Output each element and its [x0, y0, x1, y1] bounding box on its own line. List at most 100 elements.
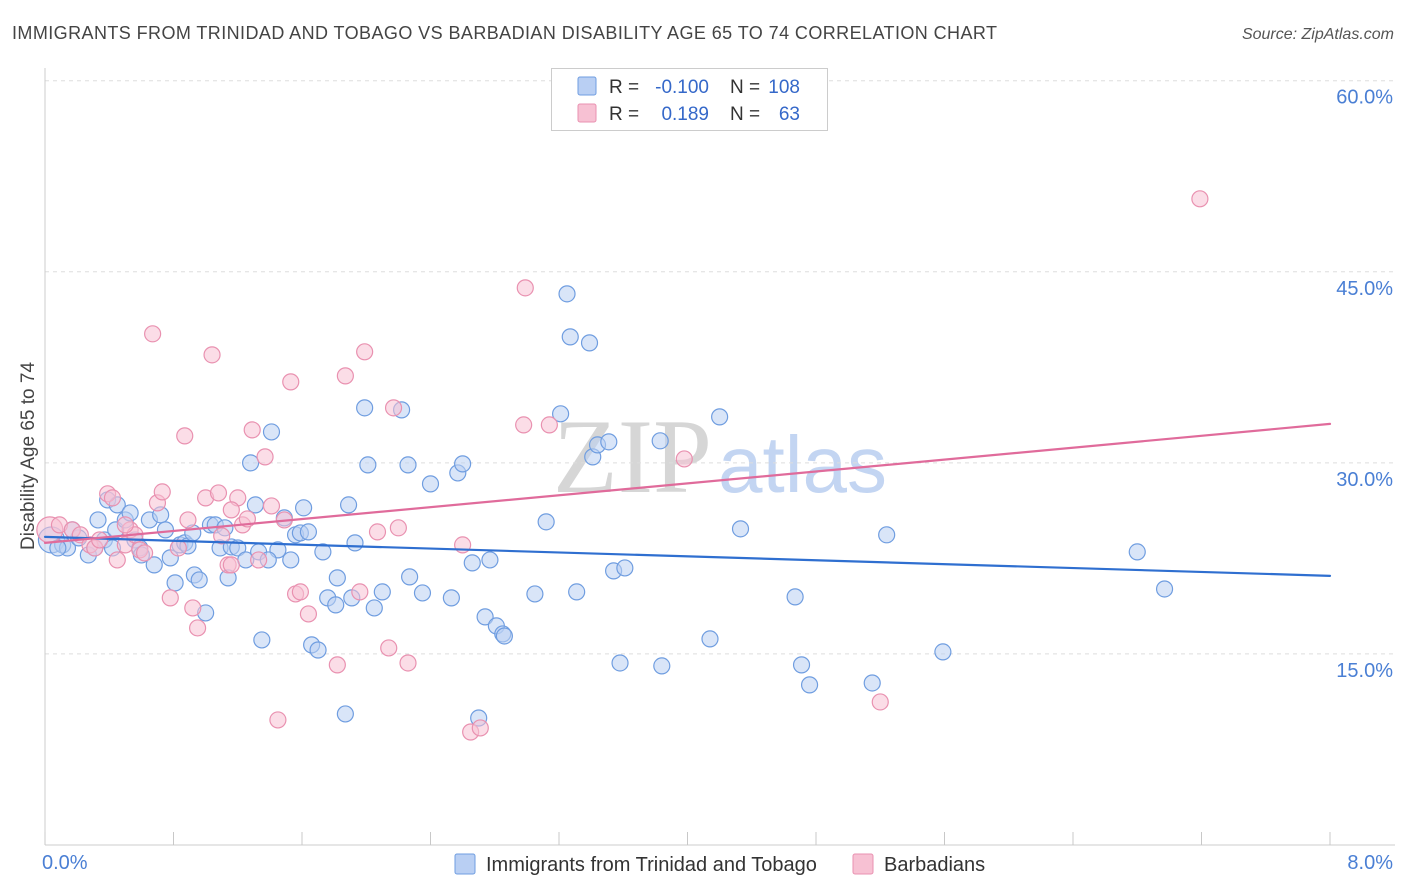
y-tick-label: 30.0%	[1336, 469, 1393, 491]
barbadian-point	[336, 367, 354, 385]
trinidad-point	[711, 408, 729, 426]
trinidad-point	[246, 496, 265, 514]
barbadian-point	[282, 373, 300, 391]
barbadian-point	[328, 656, 346, 674]
barbadian-point	[269, 711, 287, 729]
legend-n-value-trinidad: 108	[768, 77, 800, 98]
barbadian-point	[116, 516, 134, 534]
trinidad-point	[327, 596, 345, 614]
barbadian-point	[291, 583, 309, 601]
trinidad-point	[611, 654, 629, 672]
barbadian-point	[188, 619, 207, 637]
trinidad-point	[166, 574, 184, 592]
trinidad-point	[786, 588, 804, 606]
barbadian-point	[250, 551, 268, 569]
trinidad-point	[339, 496, 358, 514]
trend-lines-layer	[43, 422, 1332, 577]
barbadian-point	[356, 343, 374, 361]
y-tick-label: 45.0%	[1336, 278, 1393, 300]
trinidad-point	[568, 583, 586, 601]
barbadian-point	[515, 416, 533, 434]
bottom-legend-label-trinidad: Immigrants from Trinidad and Tobago	[486, 854, 817, 876]
barbadian-point	[399, 654, 417, 672]
barbadian-point	[184, 599, 202, 617]
trinidad-point	[253, 631, 271, 649]
trinidad-point	[731, 520, 750, 538]
trinidad-point	[314, 543, 332, 561]
trinidad-point	[442, 589, 460, 607]
trinidad-point	[328, 569, 346, 587]
watermark-atlas: atlas	[718, 420, 887, 509]
barbadian-point	[351, 583, 369, 601]
legend-r-label: R =	[609, 104, 639, 125]
barbadian-point	[144, 325, 162, 343]
trinidad-point	[242, 454, 260, 472]
legend-r-label: R =	[609, 77, 639, 98]
barbadian-point	[243, 421, 261, 439]
trinidad-point	[878, 526, 896, 544]
legend-r-value-trinidad: -0.100	[655, 77, 709, 98]
legend-frame	[551, 68, 828, 131]
barbadian-point	[179, 511, 197, 529]
trinidad-point	[282, 551, 300, 569]
trinidad-point	[526, 585, 544, 603]
x-tick-label-max: 8.0%	[1347, 852, 1393, 874]
barbadian-point	[108, 551, 126, 569]
trinidad-point	[190, 571, 208, 589]
bottom-legend-swatch-trinidad	[454, 853, 476, 875]
barbadian-point	[384, 399, 403, 417]
barbadian-point	[135, 544, 154, 562]
trinidad-point	[89, 511, 107, 529]
barbadian-point	[222, 501, 240, 519]
points-layer	[36, 190, 1209, 741]
trinidad-point	[346, 534, 364, 552]
trinidad-point	[229, 539, 247, 557]
trinidad-point	[616, 559, 634, 577]
barbadian-point	[1191, 190, 1209, 208]
barbadian-point	[203, 346, 221, 364]
barbadian-point	[871, 693, 889, 711]
trinidad-point	[863, 674, 881, 692]
trinidad-point	[561, 328, 579, 346]
legend-n-label: N =	[730, 104, 760, 125]
trinidad-point	[454, 455, 472, 473]
barbadian-point	[540, 416, 558, 434]
trinidad-point	[558, 285, 576, 303]
y-tick-label: 15.0%	[1336, 660, 1393, 682]
trinidad-point	[309, 641, 327, 659]
x-tick-layer	[44, 832, 1331, 845]
trinidad-point	[145, 556, 163, 574]
trinidad-point	[421, 475, 440, 493]
trinidad-point	[401, 568, 419, 586]
trinidad-point	[1128, 543, 1146, 561]
trinidad-point	[463, 554, 481, 572]
barbadian-point	[516, 279, 534, 297]
legend-swatch-trinidad	[577, 76, 597, 96]
bottom-legend: Immigrants from Trinidad and Tobago Barb…	[454, 853, 985, 876]
barbadian-point	[213, 527, 231, 545]
legend-n-label: N =	[730, 77, 760, 98]
trinidad-point	[537, 513, 555, 531]
trinidad-point	[580, 334, 599, 352]
barbadian-trend-line	[43, 422, 1332, 544]
trinidad-point	[495, 627, 513, 645]
trinidad-point	[792, 656, 811, 674]
barbadian-point	[256, 448, 274, 466]
trinidad-point	[336, 705, 354, 723]
trinidad-point	[800, 676, 819, 694]
bottom-legend-swatch-barbadian	[852, 853, 874, 875]
barbadian-point	[176, 427, 194, 445]
barbadian-point	[471, 719, 489, 737]
trinidad-point	[156, 521, 175, 539]
legend-box: R = -0.100 N = 108 R = 0.189 N = 63	[551, 68, 828, 131]
source-label: Source: ZipAtlas.com	[1242, 26, 1394, 43]
trinidad-point	[299, 523, 318, 541]
y-tick-label: 60.0%	[1336, 87, 1393, 109]
legend-r-value-barbadian: 0.189	[661, 104, 709, 125]
trinidad-point	[359, 456, 377, 474]
chart-title: IMMIGRANTS FROM TRINIDAD AND TOBAGO VS B…	[12, 23, 997, 43]
trinidad-point	[651, 432, 669, 450]
trinidad-point	[365, 599, 383, 617]
